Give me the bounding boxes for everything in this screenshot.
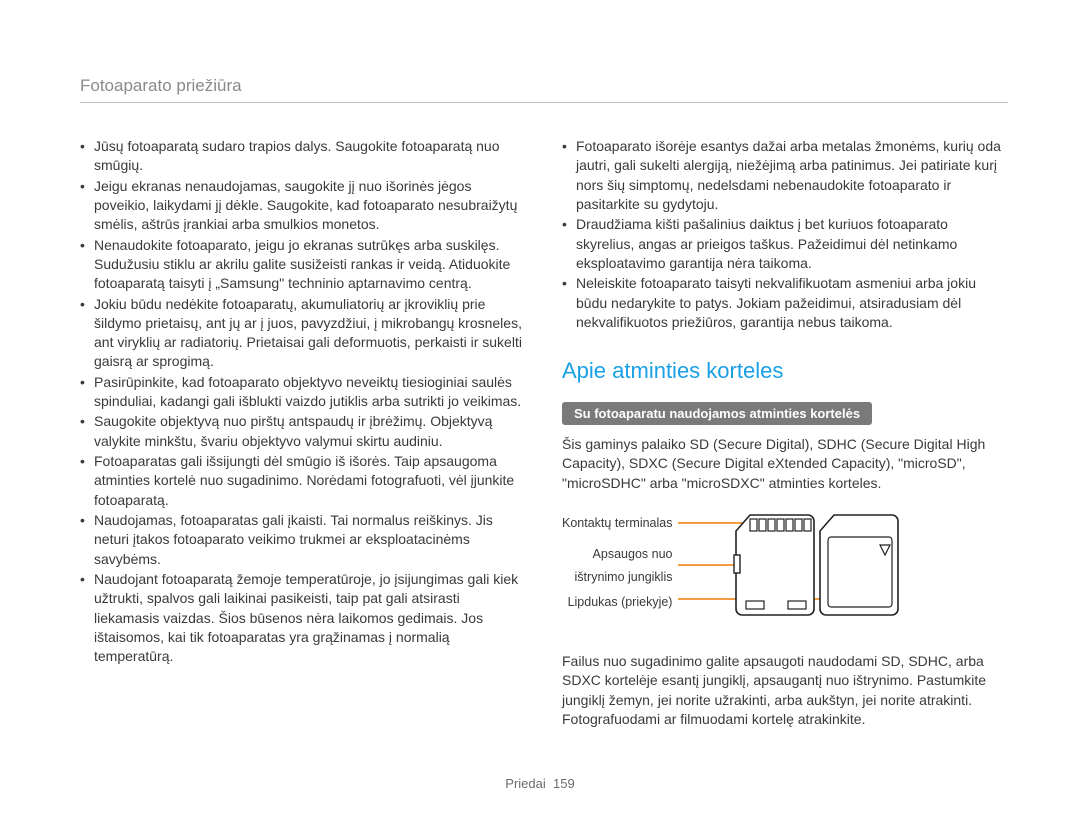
diagram-label-lock-line2: ištrynimo jungiklis (562, 569, 672, 586)
left-column: Jūsų fotoaparatą sudaro trapios dalys. S… (80, 137, 526, 729)
list-item: Saugokite objektyvą nuo pirštų antspaudų… (80, 412, 526, 451)
list-item: Draudžiama kišti pašalinius daiktus į be… (562, 215, 1008, 273)
section-title: Apie atminties korteles (562, 358, 1008, 384)
list-item: Neleiskite fotoaparato taisyti nekvalifi… (562, 274, 1008, 332)
body-after-diagram: Failus nuo sugadinimo galite apsaugoti n… (562, 652, 1008, 729)
footer-page-number: 159 (553, 776, 575, 791)
list-item: Jokiu būdu nedėkite fotoaparatų, akumuli… (80, 295, 526, 372)
diagram-label-sticker: Lipdukas (priekyje) (562, 594, 672, 611)
page-header: Fotoaparato priežiūra (80, 76, 1008, 103)
sd-card-diagram: Kontaktų terminalas Apsaugos nuo ištryni… (562, 513, 1008, 628)
list-item: Naudojant fotoaparatą žemoje temperatūro… (80, 570, 526, 667)
subsection-pill: Su fotoaparatu naudojamos atminties kort… (562, 402, 872, 425)
content-columns: Jūsų fotoaparatą sudaro trapios dalys. S… (80, 137, 1008, 729)
footer-section: Priedai (505, 776, 545, 791)
list-item: Fotoaparato išorėje esantys dažai arba m… (562, 137, 1008, 214)
right-column: Fotoaparato išorėje esantys dažai arba m… (562, 137, 1008, 729)
list-item: Nenaudokite fotoaparato, jeigu jo ekrana… (80, 236, 526, 294)
left-bullet-list: Jūsų fotoaparatą sudaro trapios dalys. S… (80, 137, 526, 666)
page: Fotoaparato priežiūra Jūsų fotoaparatą s… (0, 0, 1080, 729)
diagram-label-lock-line1: Apsaugos nuo (562, 546, 672, 563)
list-item: Jeigu ekranas nenaudojamas, saugokite jį… (80, 177, 526, 235)
list-item: Naudojamas, fotoaparatas gali įkaisti. T… (80, 511, 526, 569)
page-footer: Priedai 159 (0, 776, 1080, 791)
right-bullet-list-top: Fotoaparato išorėje esantys dažai arba m… (562, 137, 1008, 332)
list-item: Pasirūpinkite, kad fotoaparato objektyvo… (80, 373, 526, 412)
diagram-label-contacts: Kontaktų terminalas (562, 515, 672, 532)
sd-card-svg (678, 513, 918, 628)
intro-text: Šis gaminys palaiko SD (Secure Digital),… (562, 435, 1008, 493)
list-item: Jūsų fotoaparatą sudaro trapios dalys. S… (80, 137, 526, 176)
diagram-labels: Kontaktų terminalas Apsaugos nuo ištryni… (562, 513, 672, 611)
list-item: Fotoaparatas gali išsijungti dėl smūgio … (80, 452, 526, 510)
